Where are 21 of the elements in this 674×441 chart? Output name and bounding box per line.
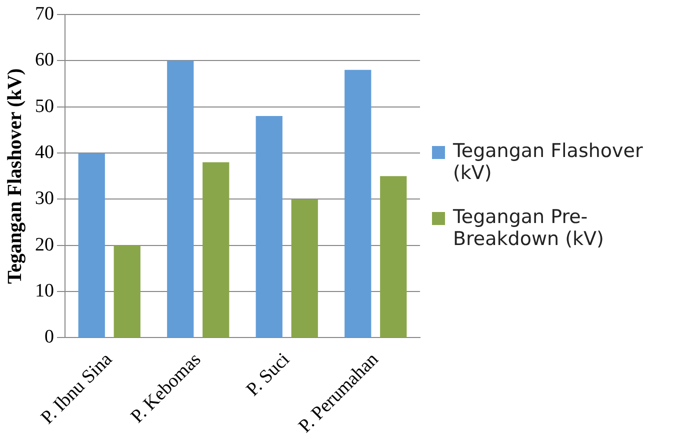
x-tick-label: P. Suci: [242, 349, 294, 400]
y-tick-label: 20: [35, 234, 54, 256]
bar: [344, 70, 372, 338]
bar: [256, 116, 282, 338]
y-tick-label: 70: [35, 3, 54, 24]
y-axis-title: Tegangan Flashover (kV): [4, 68, 26, 284]
bar: [114, 245, 140, 338]
legend-label: Tegangan Flashover (kV): [453, 140, 644, 184]
y-tick-label: 0: [44, 326, 54, 348]
y-tick-label: 30: [35, 188, 54, 210]
legend-label: Tegangan Pre-Breakdown (kV): [453, 206, 605, 250]
y-tick-label: 60: [35, 50, 54, 71]
y-tick-label: 10: [35, 280, 54, 302]
y-tick-label: 40: [35, 142, 54, 163]
bar: [167, 60, 194, 338]
bar: [202, 162, 230, 338]
bar: [291, 199, 318, 338]
x-tick-label: P. Ibnu Sina: [37, 348, 117, 428]
bar: [380, 176, 407, 338]
y-tick-label: 50: [35, 96, 54, 117]
bar: [78, 152, 105, 338]
